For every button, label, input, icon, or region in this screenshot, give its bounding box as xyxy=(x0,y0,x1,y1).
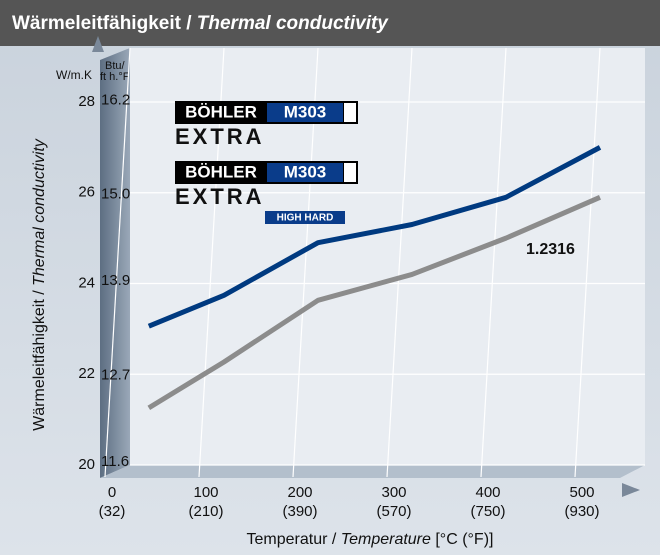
y-tick-label: 28 xyxy=(78,93,95,110)
x-label-de: Temperatur / xyxy=(247,531,337,548)
x-tick-label: 100 xyxy=(193,484,218,501)
line-series xyxy=(147,145,602,329)
x2-tick-label: (210) xyxy=(188,503,223,520)
y-tick-label: 20 xyxy=(78,456,95,473)
x2-tick-label: (930) xyxy=(564,503,599,520)
title-de: Wärmeleitfähigkeit / xyxy=(12,13,192,34)
title-en: Thermal conductivity xyxy=(197,13,390,34)
x2-tick-label: (570) xyxy=(376,503,411,520)
y-unit: W/m.K xyxy=(56,68,92,82)
side-wall xyxy=(100,48,130,478)
x2-tick-label: (750) xyxy=(470,503,505,520)
grid-line xyxy=(386,47,413,478)
grid-line xyxy=(480,47,507,478)
logo-brand: BÖHLER xyxy=(185,102,257,121)
x-tick-label: 0 xyxy=(108,484,116,501)
x-tick-label: 500 xyxy=(569,484,594,501)
series-label: 1.2316 xyxy=(526,241,575,258)
logo-tag-box xyxy=(265,211,345,224)
x-axis-label: Temperatur / Temperature [°C (°F)] xyxy=(247,531,494,548)
x-label-en: Temperature xyxy=(341,531,431,548)
x-tick-label: 300 xyxy=(381,484,406,501)
x-label-unit: [°C (°F)] xyxy=(435,531,493,548)
logo-suffix: EXTRA xyxy=(175,124,265,149)
line-series xyxy=(147,194,601,410)
chart-title: Wärmeleitfähigkeit / Thermal conductivit… xyxy=(12,13,389,34)
y-label-de: Wärmeleitfähigkeit / xyxy=(31,290,48,431)
y2-tick-label: 12.7 xyxy=(101,366,130,383)
plot-area xyxy=(130,48,645,465)
x2-tick-label: (390) xyxy=(282,503,317,520)
y2-unit: ft h.°F xyxy=(100,71,130,83)
y2-tick-label: 15.0 xyxy=(101,186,130,203)
logo-brand: BÖHLER xyxy=(185,162,257,181)
legend: BÖHLER M303 EXTRA BÖHLER M303 EXTRA HIGH… xyxy=(175,101,358,224)
y-label-en: Thermal conductivity xyxy=(31,138,48,286)
logo-grade: M303 xyxy=(284,162,327,181)
logo-end xyxy=(344,163,356,182)
x-tick-label: 400 xyxy=(475,484,500,501)
logo-end xyxy=(344,103,356,122)
x-tick-label: 200 xyxy=(287,484,312,501)
grid-line xyxy=(574,47,601,478)
y-axis-label: Wärmeleitfähigkeit / Thermal conductivit… xyxy=(31,138,48,431)
logo-grade: M303 xyxy=(284,102,327,121)
title-bar xyxy=(0,0,660,46)
y-arrow xyxy=(92,36,104,52)
logo-grade-box xyxy=(267,163,343,182)
y2-tick-label: 16.2 xyxy=(101,91,130,108)
y-tick-label: 24 xyxy=(78,274,95,291)
y2-tick-label: 13.9 xyxy=(101,272,130,289)
y2-tick-label: 11.6 xyxy=(101,453,129,470)
floor xyxy=(100,465,645,478)
logo-suffix: EXTRA xyxy=(175,184,265,209)
y-tick-label: 22 xyxy=(78,365,95,382)
grid-line xyxy=(104,47,131,478)
y2-unit: Btu/ xyxy=(105,60,126,72)
logo-tag: HIGH HARD xyxy=(277,213,334,224)
x2-tick-label: (32) xyxy=(99,503,126,520)
y-tick-label: 26 xyxy=(78,184,95,201)
logo-grade-box xyxy=(267,103,343,122)
x-arrow xyxy=(622,483,640,497)
